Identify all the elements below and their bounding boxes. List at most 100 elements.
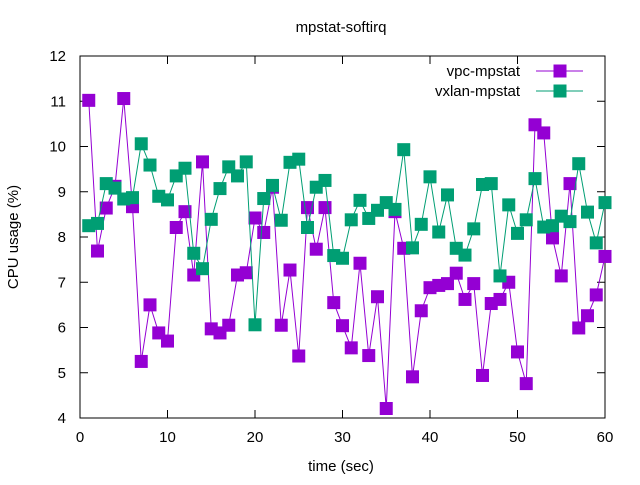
data-point: [283, 263, 297, 277]
x-tick-label: 0: [76, 429, 84, 446]
y-tick-label: 11: [50, 93, 66, 110]
y-tick-label: 10: [49, 139, 66, 156]
data-point: [414, 217, 428, 231]
data-point: [572, 157, 586, 171]
x-tick-label: 10: [159, 429, 176, 446]
data-point: [108, 181, 122, 195]
data-point: [222, 318, 236, 332]
data-point: [143, 158, 157, 172]
y-tick-label: 7: [58, 274, 66, 291]
data-point: [362, 349, 376, 363]
y-tick-label: 8: [58, 229, 66, 246]
data-point: [589, 288, 603, 302]
data-point: [196, 155, 209, 169]
x-tick-label: 60: [597, 429, 614, 446]
series-layer: [82, 92, 612, 415]
data-point: [248, 211, 262, 225]
data-point: [379, 401, 393, 415]
data-point: [134, 137, 148, 151]
legend-marker: [553, 84, 567, 98]
data-point: [414, 304, 428, 318]
data-point: [292, 152, 306, 166]
data-point: [519, 213, 533, 227]
data-point: [169, 220, 183, 234]
data-point: [99, 201, 113, 215]
data-point: [353, 256, 367, 270]
data-point: [344, 341, 358, 355]
data-point: [178, 205, 192, 219]
data-point: [327, 296, 341, 310]
data-point: [336, 319, 349, 333]
plot-frame: [79, 55, 606, 419]
data-point: [274, 318, 288, 332]
data-point: [318, 173, 332, 187]
data-point: [344, 213, 358, 227]
x-tick-label: 20: [247, 429, 264, 446]
data-point: [292, 349, 306, 363]
data-point: [91, 244, 104, 258]
data-point: [257, 225, 271, 239]
data-point: [134, 354, 148, 368]
data-point: [309, 242, 323, 256]
series-line-vxlan-mpstat: [88, 141, 606, 325]
data-point: [318, 201, 332, 215]
data-point: [554, 269, 568, 283]
data-point: [126, 191, 139, 205]
data-point: [239, 155, 253, 169]
data-point: [598, 196, 612, 210]
data-point: [476, 368, 489, 382]
data-point: [406, 241, 419, 255]
data-point: [91, 216, 104, 230]
legend-entry-vpc-mpstat: vpc-mpstat: [447, 63, 583, 80]
series-vpc-mpstat: [82, 92, 612, 415]
data-point: [563, 177, 577, 191]
data-point: [178, 161, 192, 175]
data-point: [161, 334, 174, 348]
data-point: [441, 277, 454, 291]
legend-entry-vxlan-mpstat: vxlan-mpstat: [435, 83, 583, 100]
legend-label: vpc-mpstat: [447, 63, 521, 80]
data-point: [467, 222, 481, 236]
data-point: [511, 226, 524, 240]
data-point: [257, 192, 271, 206]
data-point: [467, 277, 481, 291]
data-point: [274, 213, 288, 227]
y-axis-label: CPU usage (%): [5, 185, 22, 289]
data-point: [397, 143, 411, 157]
data-point: [441, 188, 454, 202]
data-point: [82, 93, 96, 107]
data-point: [502, 198, 516, 212]
data-point: [432, 225, 446, 239]
data-point: [493, 292, 507, 306]
series-vxlan-mpstat: [82, 137, 612, 332]
data-point: [537, 126, 551, 140]
legend-marker: [553, 64, 567, 78]
data-point: [239, 266, 253, 280]
data-point: [563, 215, 577, 229]
data-point: [187, 246, 201, 260]
data-point: [213, 182, 227, 196]
chart-title: mpstat-softirq: [296, 19, 387, 36]
data-point: [117, 92, 131, 106]
data-point: [353, 193, 367, 207]
y-tick-label: 5: [58, 365, 66, 382]
y-tick-label: 6: [58, 320, 66, 337]
y-tick-label: 4: [58, 410, 66, 427]
data-point: [493, 269, 507, 283]
data-point: [598, 249, 612, 263]
data-point: [458, 292, 472, 306]
y-tick-label: 9: [58, 184, 66, 201]
data-point: [589, 236, 603, 250]
data-point: [581, 309, 594, 323]
x-tick-label: 30: [334, 429, 351, 446]
data-point: [406, 370, 419, 384]
data-point: [423, 170, 437, 184]
data-point: [196, 262, 209, 276]
data-point: [301, 220, 314, 234]
data-point: [546, 231, 559, 245]
data-point: [519, 377, 533, 391]
data-point: [231, 169, 244, 183]
data-point: [458, 248, 472, 262]
